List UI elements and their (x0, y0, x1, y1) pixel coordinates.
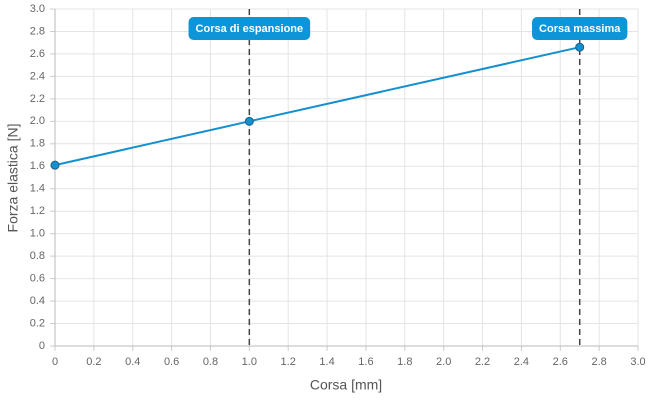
y-tick-label: 1.4 (30, 183, 45, 195)
y-tick-label: 1.8 (30, 138, 45, 150)
y-tick-label: 1.2 (30, 205, 45, 217)
y-tick-label: 2.4 (30, 70, 45, 82)
x-tick-label: 2.2 (475, 356, 490, 368)
y-tick-label: 3.0 (30, 3, 45, 15)
x-tick-label: 0.6 (164, 356, 179, 368)
y-tick-label: 0.6 (30, 273, 45, 285)
annotation-box (188, 17, 311, 40)
x-tick-label: 1.0 (242, 356, 257, 368)
x-tick-label: 2.4 (514, 356, 529, 368)
y-axis-title: Forza elastica [N] (5, 124, 21, 233)
y-tick-label: 0.8 (30, 250, 45, 262)
y-tick-label: 2.6 (30, 48, 45, 60)
data-point (244, 116, 254, 126)
data-point (50, 160, 60, 170)
x-tick-label: 2.0 (436, 356, 451, 368)
annotation-box (532, 17, 628, 40)
y-tick-label: 1.6 (30, 160, 45, 172)
x-tick-label: 1.4 (319, 356, 334, 368)
x-tick-label: 0.8 (203, 356, 218, 368)
x-tick-label: 0 (52, 356, 58, 368)
x-tick-label: 2.6 (553, 356, 568, 368)
x-tick-label: 3.0 (630, 356, 645, 368)
x-axis-title: Corsa [mm] (310, 377, 382, 393)
y-tick-label: 0 (39, 340, 45, 352)
x-tick-label: 0.2 (86, 356, 101, 368)
y-tick-label: 2.8 (30, 25, 45, 37)
annotation-label: Corsa di espansione (196, 23, 304, 35)
y-tick-label: 0.2 (30, 317, 45, 329)
series-line (54, 46, 580, 167)
y-tick-label: 1.0 (30, 228, 45, 240)
annotation-label: Corsa massima (539, 23, 621, 35)
x-tick-label: 0.4 (125, 356, 140, 368)
x-tick-label: 1.8 (397, 356, 412, 368)
x-tick-label: 1.6 (358, 356, 373, 368)
x-tick-label: 1.2 (281, 356, 296, 368)
x-tick-label: 2.8 (591, 356, 606, 368)
y-tick-label: 2.2 (30, 93, 45, 105)
y-tick-label: 0.4 (30, 295, 45, 307)
y-tick-label: 2.0 (30, 115, 45, 127)
data-point (575, 42, 585, 52)
